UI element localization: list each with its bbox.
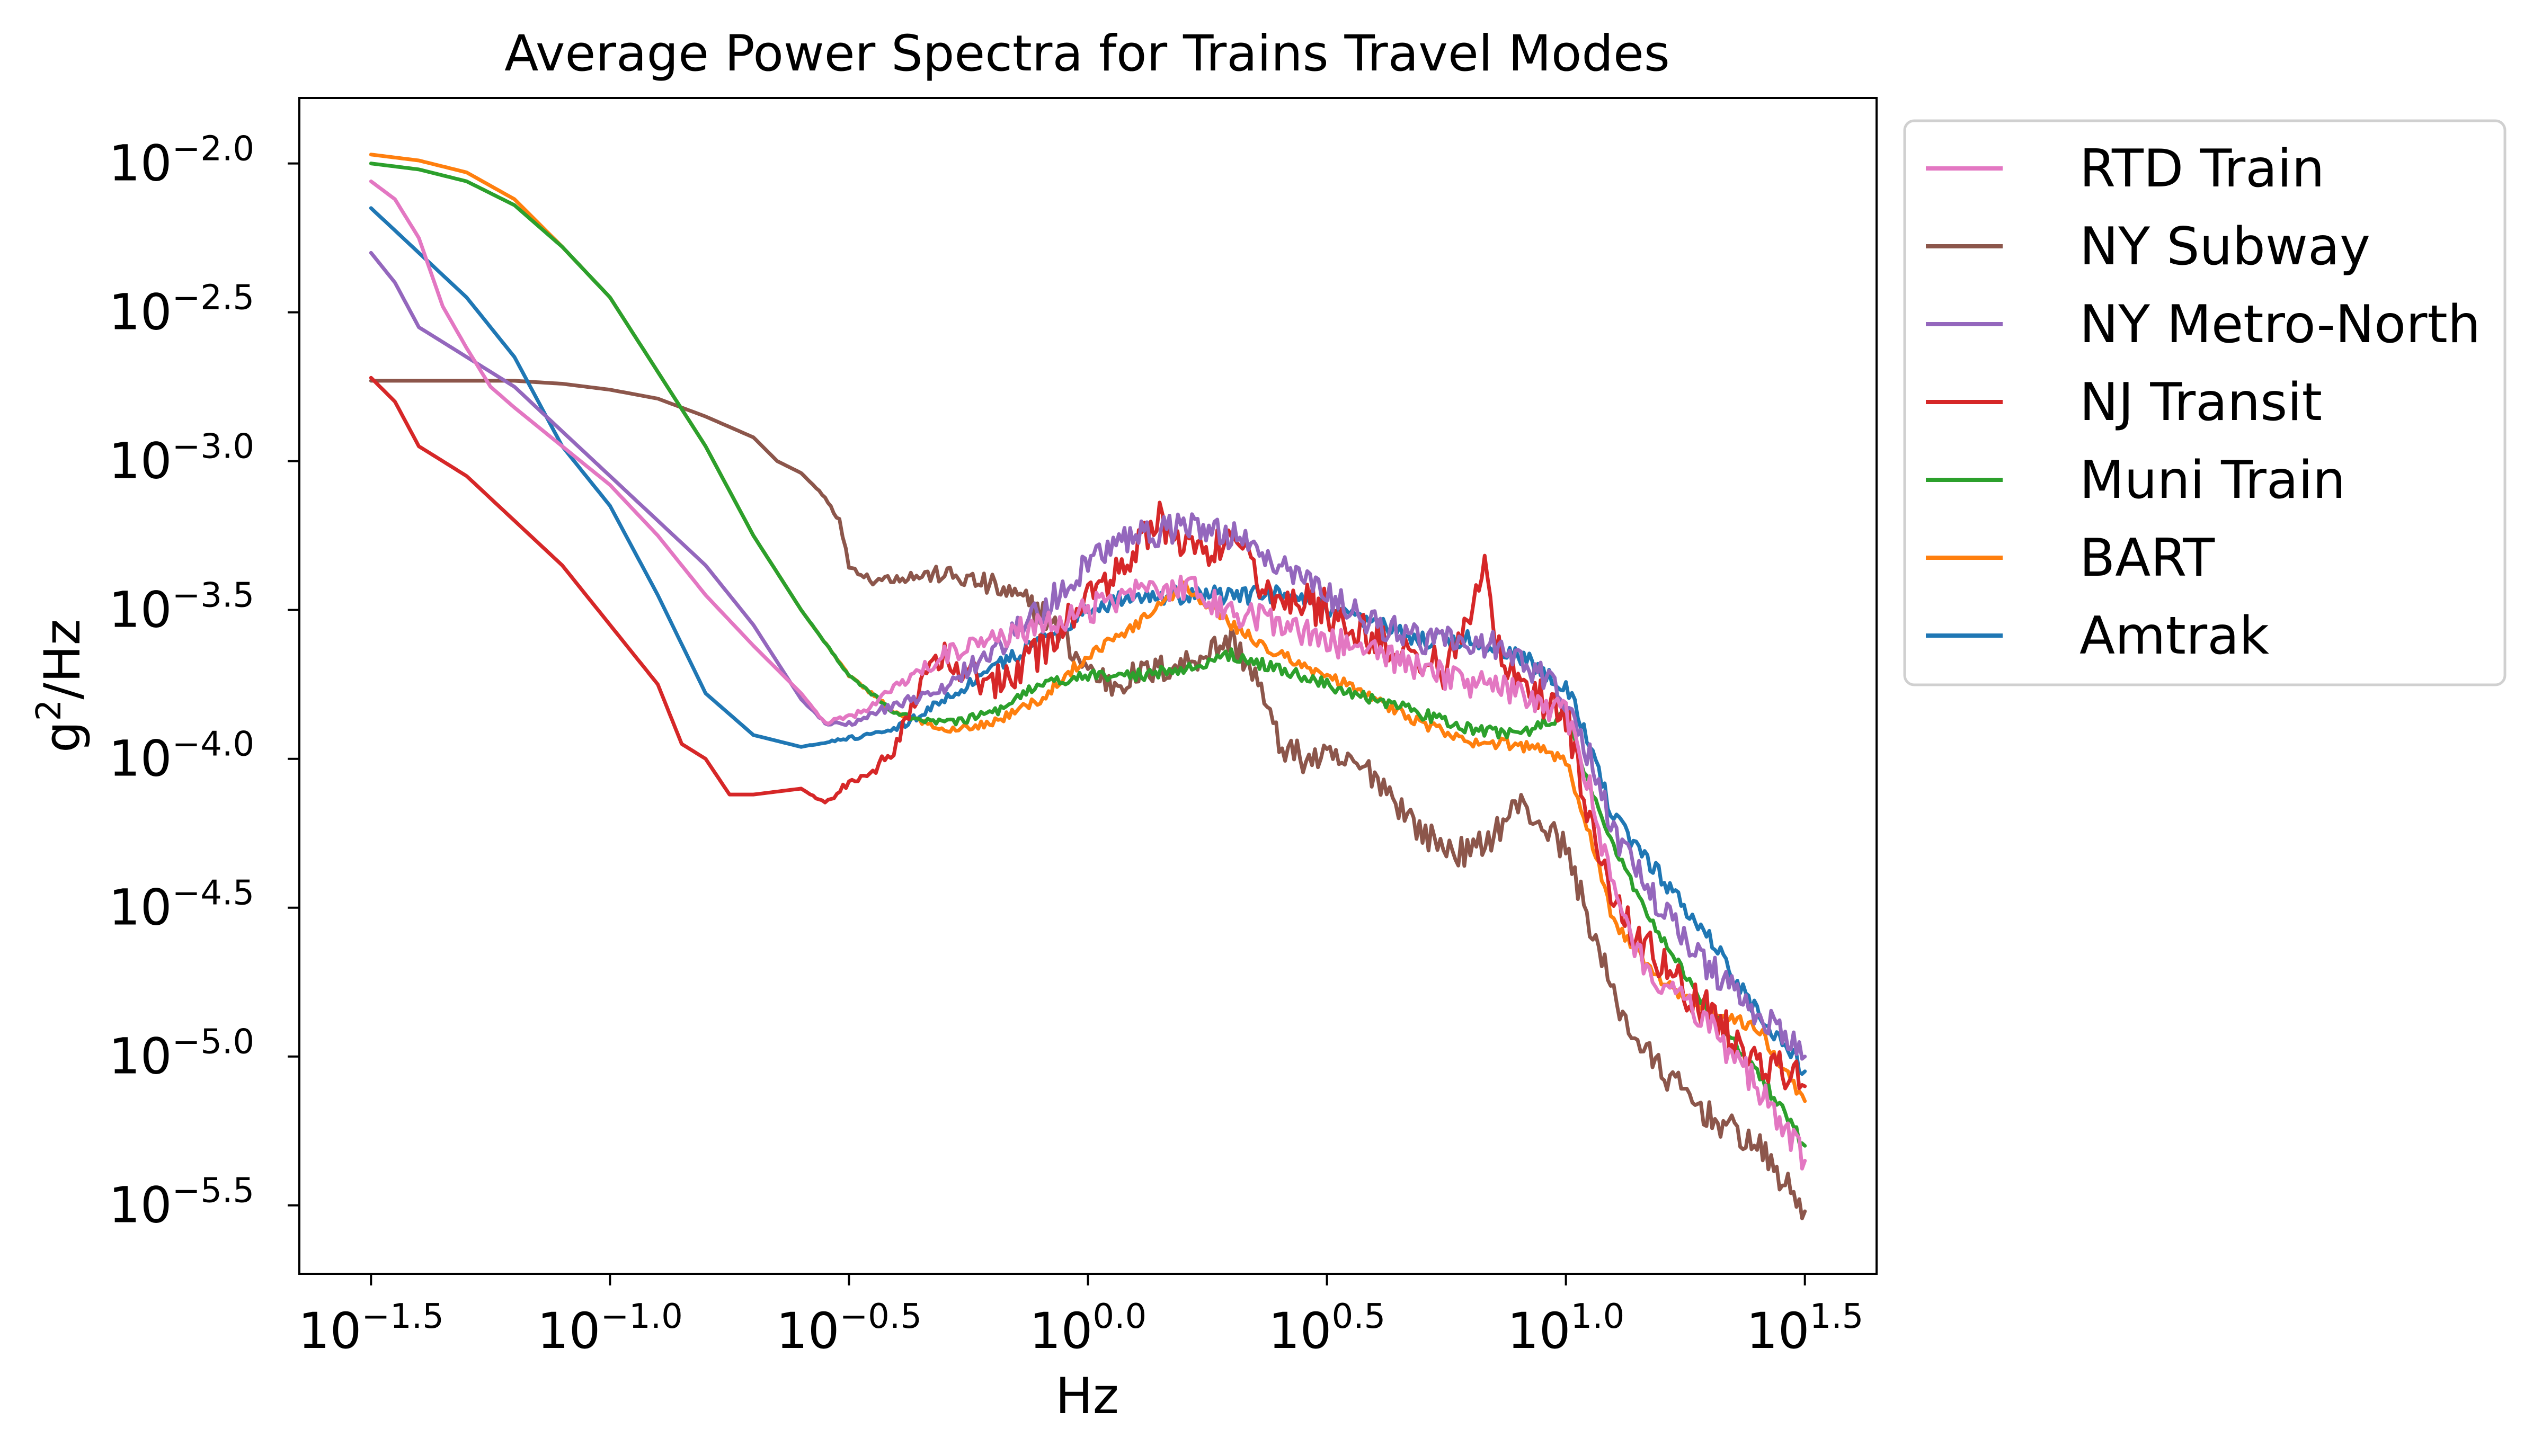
- legend-item-amtrak: Amtrak: [1926, 606, 2269, 666]
- x-tick-base: 10: [776, 1302, 840, 1360]
- legend-label: Amtrak: [2079, 606, 2269, 666]
- y-tick-label: 10−3.5: [109, 576, 254, 639]
- y-tick-label: 10−5.0: [109, 1023, 254, 1086]
- legend-box: [1903, 119, 2507, 686]
- legend-label: BART: [2079, 528, 2215, 588]
- y-tick-base: 10: [109, 1028, 172, 1086]
- y-tick-base: 10: [109, 1177, 172, 1235]
- y-tick-label: 10−4.5: [109, 874, 254, 937]
- y-tick-label: 10−2.5: [109, 279, 254, 342]
- legend-item-nj-transit: NJ Transit: [1926, 372, 2322, 433]
- y-axis-label-base: g: [34, 721, 92, 753]
- y-tick-exp: −4.5: [172, 874, 254, 913]
- y-tick-exp: −3.5: [172, 576, 254, 615]
- legend: RTD Train NY Subway NY Metro-North NJ Trans…: [1903, 119, 2507, 686]
- y-tick-exp: −5.5: [172, 1172, 254, 1211]
- series-line-muni-train: [369, 162, 1807, 1148]
- x-tick-exp: −1.0: [600, 1297, 682, 1336]
- y-tick-exp: −5.0: [172, 1023, 254, 1062]
- y-tick-base: 10: [109, 879, 172, 937]
- legend-label: NJ Transit: [2079, 372, 2322, 433]
- y-tick-exp: −2.5: [172, 279, 254, 318]
- legend-label: NY Subway: [2079, 217, 2370, 277]
- y-axis-ticks: 10−2.010−2.510−3.010−3.510−4.010−4.510−5…: [109, 130, 299, 1235]
- y-tick-base: 10: [109, 135, 172, 193]
- series-layer: [369, 153, 1807, 1220]
- series-line-ny-subway: [369, 379, 1807, 1220]
- x-tick-base: 10: [1029, 1302, 1093, 1360]
- x-tick-label: 10−0.5: [776, 1297, 922, 1360]
- series-line-nj-transit: [369, 376, 1807, 1091]
- chart-title: Average Power Spectra for Trains Travel …: [504, 25, 1670, 83]
- plot-frame: [298, 97, 1878, 1275]
- y-tick-base: 10: [109, 433, 172, 490]
- y-tick-label: 10−5.5: [109, 1172, 254, 1235]
- y-axis-label-rest: /Hz: [34, 619, 92, 700]
- x-tick-base: 10: [537, 1302, 601, 1360]
- legend-label: RTD Train: [2079, 139, 2325, 199]
- series-line-amtrak: [369, 206, 1807, 1076]
- x-tick-exp: 1.0: [1571, 1297, 1625, 1336]
- legend-item-rtd-train: RTD Train: [1926, 139, 2325, 199]
- x-tick-base: 10: [1507, 1302, 1571, 1360]
- y-tick-base: 10: [109, 284, 172, 342]
- y-tick-label: 10−2.0: [109, 130, 254, 193]
- legend-item-muni-train: Muni Train: [1926, 450, 2345, 511]
- y-tick-label: 10−3.0: [109, 427, 254, 490]
- legend-item-ny-metro-north: NY Metro-North: [1926, 294, 2481, 355]
- series-line-bart: [369, 153, 1807, 1103]
- y-tick-exp: −2.0: [172, 130, 254, 169]
- y-tick-base: 10: [109, 582, 172, 639]
- x-tick-label: 101.0: [1507, 1297, 1624, 1360]
- x-tick-label: 101.5: [1746, 1297, 1863, 1360]
- x-tick-exp: 1.5: [1810, 1297, 1864, 1336]
- x-axis-ticks: 10−1.5 10−1.0 10−0.5 100.0 100.5 101.0 101.5: [298, 1274, 1863, 1360]
- legend-item-ny-subway: NY Subway: [1926, 217, 2370, 277]
- legend-label: NY Metro-North: [2079, 294, 2481, 355]
- legend-item-bart: BART: [1926, 528, 2215, 588]
- y-axis-label: g2/Hz: [30, 619, 92, 753]
- y-tick-label: 10−4.0: [109, 725, 254, 788]
- x-tick-label: 10−1.5: [298, 1297, 444, 1360]
- y-axis-label-sup: 2: [30, 700, 69, 721]
- x-tick-base: 10: [1268, 1302, 1332, 1360]
- x-tick-label: 10−1.0: [537, 1297, 683, 1360]
- x-axis-label: Hz: [1055, 1368, 1119, 1425]
- x-tick-base: 10: [298, 1302, 362, 1360]
- x-tick-exp: 0.0: [1092, 1297, 1146, 1336]
- series-line-rtd-train: [369, 179, 1807, 1171]
- x-tick-exp: −0.5: [840, 1297, 922, 1336]
- y-tick-base: 10: [109, 730, 172, 788]
- x-tick-label: 100.0: [1029, 1297, 1146, 1360]
- x-tick-exp: −1.5: [361, 1297, 443, 1336]
- y-tick-exp: −4.0: [172, 725, 254, 764]
- legend-label: Muni Train: [2079, 450, 2345, 511]
- y-tick-exp: −3.0: [172, 427, 254, 467]
- x-tick-base: 10: [1746, 1302, 1810, 1360]
- x-tick-label: 100.5: [1268, 1297, 1385, 1360]
- x-tick-exp: 0.5: [1331, 1297, 1385, 1336]
